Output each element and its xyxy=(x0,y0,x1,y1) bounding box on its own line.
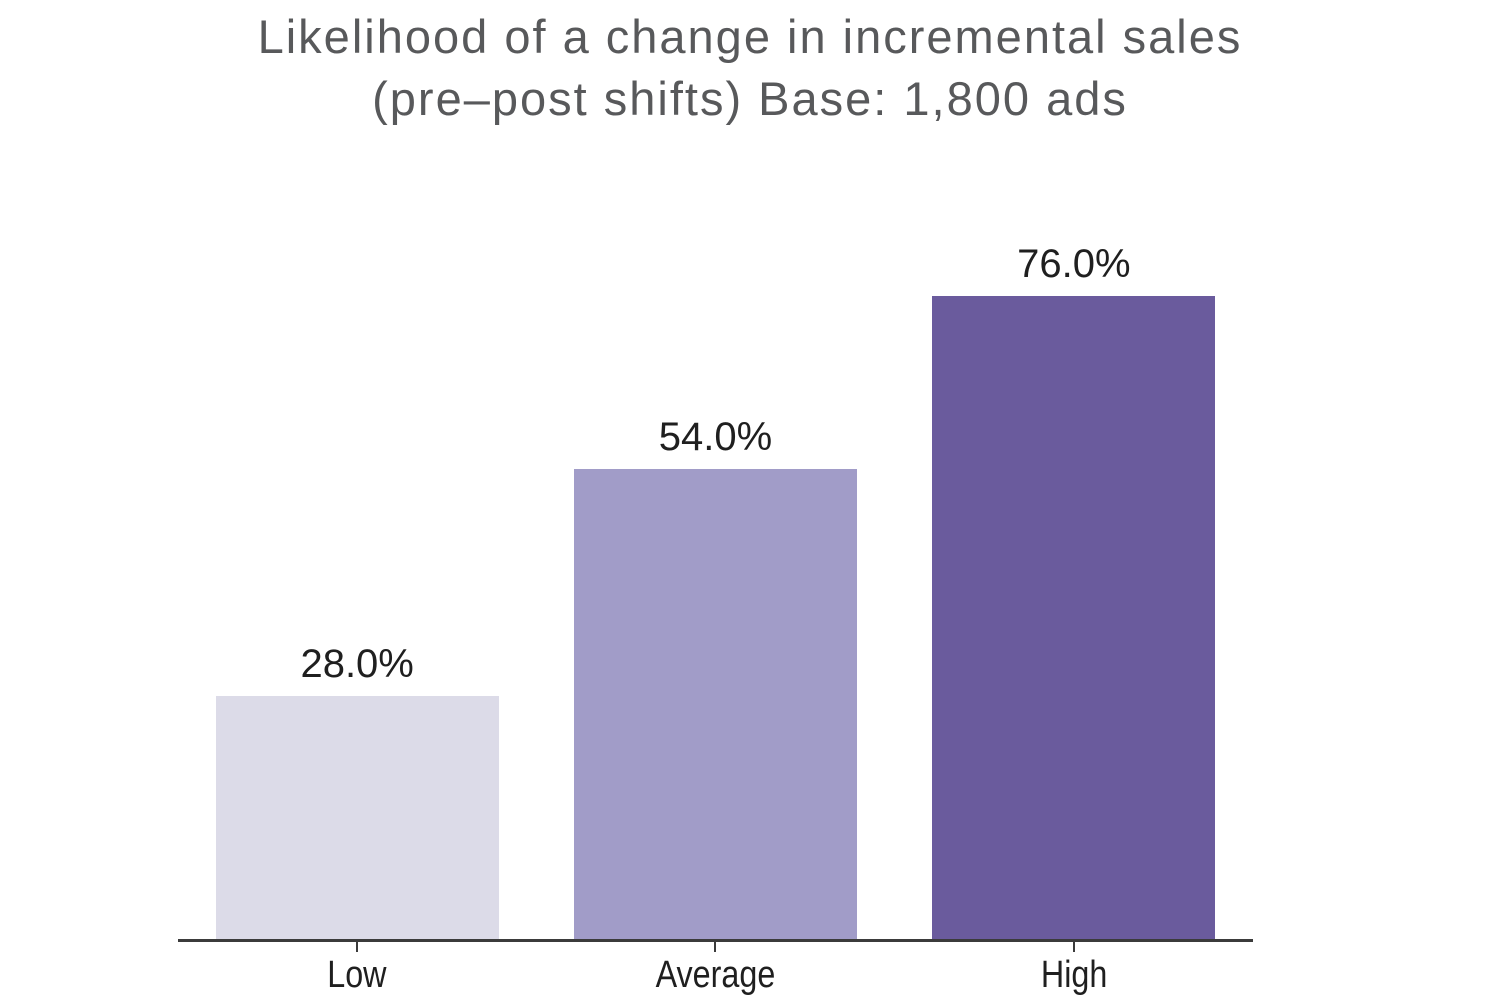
tick-slot-low: Low xyxy=(178,942,536,997)
tick-slot-high: High xyxy=(895,942,1253,997)
bar-slot-low: 28.0% xyxy=(178,242,536,940)
category-label-average: Average xyxy=(655,954,776,996)
value-label-low: 28.0% xyxy=(300,642,414,686)
value-label-high: 76.0% xyxy=(1017,242,1131,286)
chart-title: Likelihood of a change in incremental sa… xyxy=(0,6,1500,130)
x-axis-line xyxy=(178,939,1253,942)
bar-slot-average: 54.0% xyxy=(536,242,894,940)
bar-average xyxy=(573,469,857,940)
chart-title-line-1: Likelihood of a change in incremental sa… xyxy=(257,10,1243,63)
bar-slot-high: 76.0% xyxy=(895,242,1253,940)
tick-mark-low xyxy=(356,942,359,952)
tick-mark-average xyxy=(714,942,717,952)
category-label-low: Low xyxy=(327,954,387,996)
bar-high xyxy=(932,296,1216,940)
chart-title-line-2: (pre–post shifts) Base: 1,800 ads xyxy=(372,72,1128,125)
x-axis-ticks: Low Average High xyxy=(178,942,1253,997)
plot-area: 28.0% 54.0% 76.0% xyxy=(178,242,1253,940)
value-label-average: 54.0% xyxy=(658,415,773,459)
category-label-high: High xyxy=(1040,954,1108,996)
tick-mark-high xyxy=(1072,942,1075,952)
tick-slot-average: Average xyxy=(536,942,894,997)
bar-low xyxy=(215,696,499,940)
